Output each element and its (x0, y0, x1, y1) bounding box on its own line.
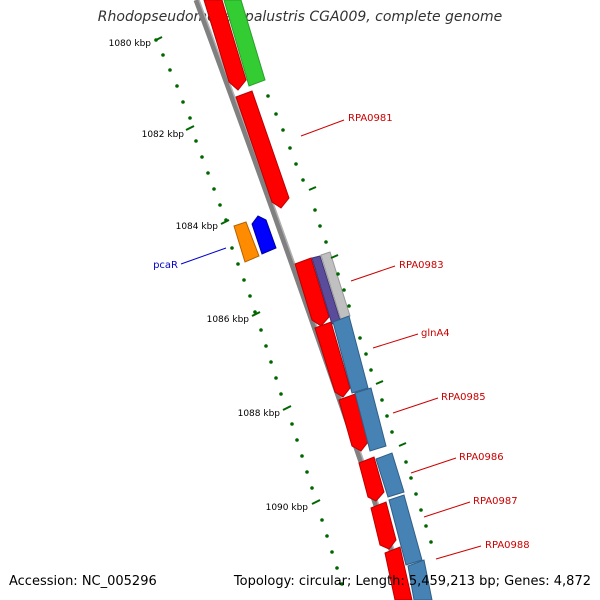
cds-gene (294, 257, 330, 327)
ruler-labels: 1080 kbp 1082 kbp 1084 kbp 1086 kbp 1088… (109, 39, 309, 513)
genome-summary: Topology: circular; Length: 5,459,213 bp… (233, 574, 591, 589)
gene-label-pcar: pcaR (153, 260, 178, 271)
label-leaders (180, 119, 482, 560)
blue-gene-feature (354, 387, 387, 452)
ruler-label: 1082 kbp (142, 130, 185, 140)
gene-label-rpa0987: RPA0987 (473, 496, 518, 507)
gene-labels: RPA0981 RPA0983 glnA4 RPA0985 RPA0986 RP… (153, 113, 530, 551)
gene-label-rpa0983: RPA0983 (399, 260, 444, 271)
dark-blue-gene-feature (251, 215, 277, 255)
blue-gene-feature (332, 315, 369, 394)
orange-gene-feature (233, 221, 260, 263)
cds-gene (370, 501, 397, 550)
ruler (154, 36, 344, 586)
ruler-label: 1088 kbp (238, 409, 281, 419)
grey-gene-feature (320, 251, 351, 321)
gene-label-rpa0981: RPA0981 (348, 113, 393, 124)
ruler-label: 1086 kbp (207, 315, 250, 325)
cds-gene (235, 90, 290, 209)
ruler-label: 1090 kbp (266, 503, 309, 513)
ruler-outer (266, 94, 433, 544)
green-gene-feature (223, 0, 266, 87)
cds-gene (338, 393, 369, 452)
gene-label-rpa0986: RPA0986 (459, 452, 504, 463)
ruler-label: 1084 kbp (176, 222, 219, 232)
cds-gene (203, 0, 247, 91)
blue-gene-feature (407, 559, 433, 600)
blue-gene-feature (375, 452, 405, 498)
blue-gene-feature (388, 494, 423, 566)
accession-label: Accession: NC_005296 (9, 574, 157, 589)
ruler-label: 1080 kbp (109, 39, 152, 49)
cds-gene (358, 456, 385, 502)
cds-gene (314, 321, 351, 398)
gene-label-rpa0985: RPA0985 (441, 392, 486, 403)
gene-label-glna4: glnA4 (421, 328, 450, 339)
cds-gene (384, 546, 413, 600)
gene-label-rpa0988: RPA0988 (485, 540, 530, 551)
